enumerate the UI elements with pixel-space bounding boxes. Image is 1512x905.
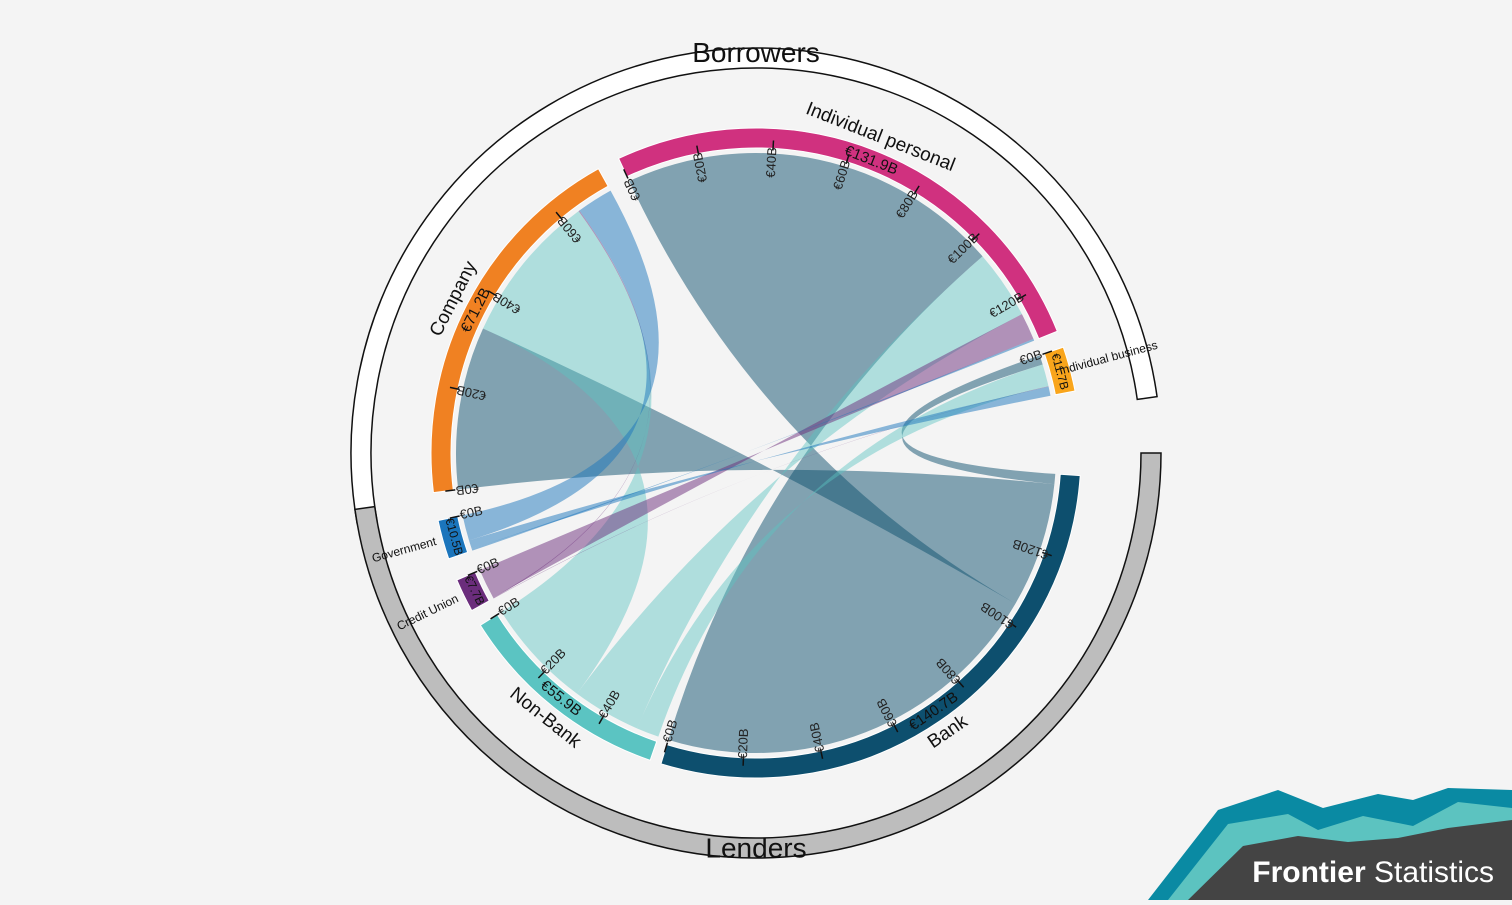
brand-bold: Frontier: [1252, 856, 1365, 889]
section-label-lenders: Lenders: [705, 832, 806, 863]
tick-label-individual-personal: €40B: [763, 147, 780, 178]
tick-label-bank: €20B: [735, 728, 751, 759]
frontier-statistics-logo: Frontier Statistics: [1148, 780, 1512, 900]
tick-label-company: €0B: [455, 481, 480, 499]
brand-regular: Statistics: [1374, 856, 1494, 889]
section-label-borrowers: Borrowers: [692, 37, 820, 68]
